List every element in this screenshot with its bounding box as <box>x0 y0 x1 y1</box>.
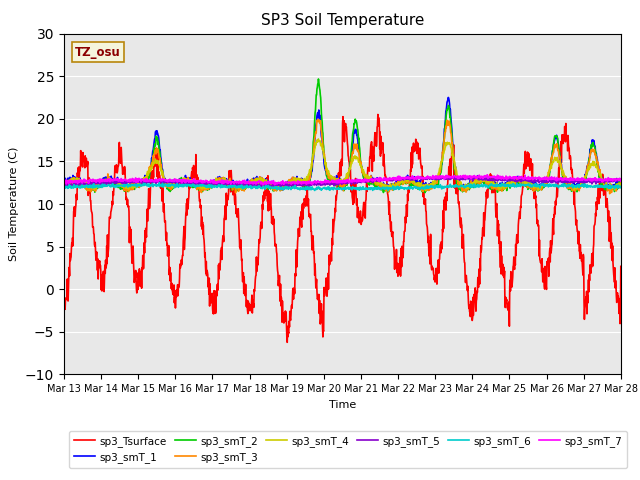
Text: TZ_osu: TZ_osu <box>75 46 121 59</box>
Legend: sp3_Tsurface, sp3_smT_1, sp3_smT_2, sp3_smT_3, sp3_smT_4, sp3_smT_5, sp3_smT_6, : sp3_Tsurface, sp3_smT_1, sp3_smT_2, sp3_… <box>69 431 627 468</box>
Title: SP3 Soil Temperature: SP3 Soil Temperature <box>260 13 424 28</box>
X-axis label: Time: Time <box>329 400 356 409</box>
Y-axis label: Soil Temperature (C): Soil Temperature (C) <box>10 147 19 261</box>
